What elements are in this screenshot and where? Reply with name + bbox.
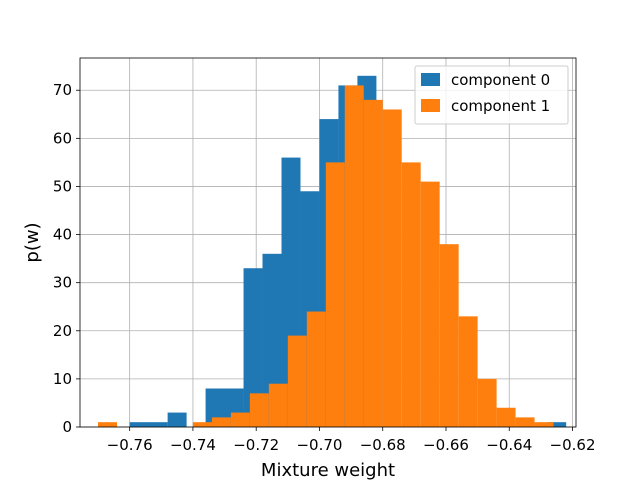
y-tick-label: 40 — [53, 226, 72, 244]
bar-component-1-bin-13 — [420, 181, 440, 427]
bar-component-1-bin-14 — [439, 244, 459, 427]
x-tick-label: −0.70 — [296, 436, 342, 454]
bar-component-1-bin-5 — [268, 383, 288, 427]
plot-area-frame — [79, 57, 577, 428]
bar-component-1-bin-3 — [230, 412, 250, 427]
bar-component-0-bin-0 — [129, 422, 168, 427]
y-tick-label: 0 — [62, 418, 72, 436]
bar-component-1-bin-7 — [306, 311, 326, 427]
bar-component-0-bin-11 — [547, 422, 567, 427]
bar-component-1-bin-4 — [249, 393, 269, 427]
histogram-bars — [98, 75, 567, 428]
y-tick-label: 10 — [53, 370, 72, 388]
bar-component-1-bin-1 — [192, 422, 212, 427]
bar-component-1-bin-6 — [287, 335, 307, 427]
bar-component-1-bin-16 — [477, 378, 497, 427]
x-tick-label: −0.62 — [550, 436, 596, 454]
x-tick-label: −0.68 — [360, 436, 406, 454]
bar-component-1-bin-17 — [496, 407, 516, 427]
bar-component-1-bin-10 — [363, 99, 383, 427]
legend-box — [414, 65, 569, 125]
bar-component-1-bin-12 — [401, 162, 421, 428]
legend-swatch-component-0 — [421, 73, 440, 86]
x-tick-label: −0.66 — [423, 436, 469, 454]
x-axis-label: Mixture weight — [261, 460, 395, 480]
bar-component-1-bin-9 — [344, 85, 364, 427]
bar-component-0-bin-4 — [243, 268, 263, 427]
axis-ticks: −0.76 −0.74 −0.72 −0.70 −0.68 −0.66 −0.64 −0.62… — [53, 81, 596, 454]
bar-component-1-bin-19 — [534, 422, 554, 427]
y-tick-label: 60 — [53, 129, 72, 147]
bar-component-1-bin-11 — [382, 109, 402, 428]
legend-label-component-1: component 1 — [451, 97, 550, 115]
x-tick-label: −0.64 — [486, 436, 532, 454]
x-tick-label: −0.76 — [107, 436, 153, 454]
bar-component-1-bin-0 — [98, 422, 118, 427]
y-axis-label: p(w) — [22, 222, 43, 262]
legend-swatch-component-1 — [421, 99, 440, 112]
bar-component-1-bin-8 — [325, 162, 345, 428]
x-tick-label: −0.72 — [233, 436, 279, 454]
bar-component-1-bin-15 — [458, 316, 478, 427]
bar-component-1-bin-2 — [211, 417, 231, 427]
x-tick-label: −0.74 — [170, 436, 216, 454]
bar-component-1-bin-18 — [515, 417, 535, 427]
legend: component 0 component 1 — [414, 65, 569, 125]
y-tick-label: 70 — [53, 81, 72, 99]
y-tick-label: 50 — [53, 177, 72, 195]
y-tick-label: 20 — [53, 322, 72, 340]
y-tick-label: 30 — [53, 274, 72, 292]
legend-label-component-0: component 0 — [451, 71, 550, 89]
bar-component-0-bin-1 — [167, 412, 187, 427]
